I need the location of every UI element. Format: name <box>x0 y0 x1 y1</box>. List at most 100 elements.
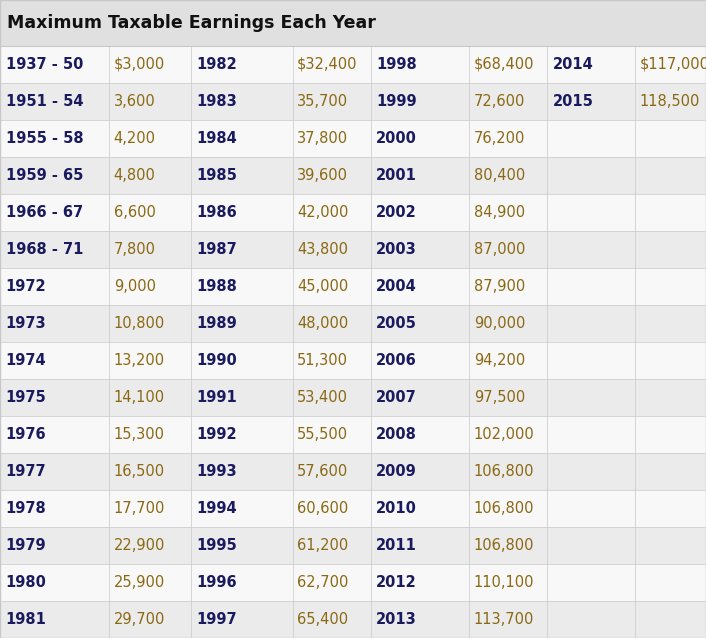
Text: 1988: 1988 <box>196 279 237 294</box>
Text: 1959 - 65: 1959 - 65 <box>6 168 83 183</box>
Text: 1997: 1997 <box>196 612 237 627</box>
Text: 1992: 1992 <box>196 427 237 442</box>
Text: 1999: 1999 <box>376 94 417 109</box>
Text: 51,300: 51,300 <box>297 353 348 368</box>
Text: 22,900: 22,900 <box>114 538 165 553</box>
Text: 10,800: 10,800 <box>114 316 165 331</box>
Text: 2012: 2012 <box>376 575 417 590</box>
Bar <box>0 194 706 231</box>
Text: 90,000: 90,000 <box>474 316 525 331</box>
Text: 2004: 2004 <box>376 279 417 294</box>
Text: 7,800: 7,800 <box>114 242 155 257</box>
Text: 37,800: 37,800 <box>297 131 348 146</box>
Text: 2013: 2013 <box>376 612 417 627</box>
Text: 87,000: 87,000 <box>474 242 525 257</box>
Text: 1975: 1975 <box>6 390 47 405</box>
Text: 1977: 1977 <box>6 464 47 479</box>
Text: 25,900: 25,900 <box>114 575 165 590</box>
Text: 2015: 2015 <box>553 94 594 109</box>
Bar <box>0 453 706 490</box>
Bar <box>0 379 706 416</box>
Bar <box>0 564 706 601</box>
Bar <box>0 601 706 638</box>
Text: 1937 - 50: 1937 - 50 <box>6 57 83 72</box>
Bar <box>0 83 706 120</box>
Text: 1989: 1989 <box>196 316 237 331</box>
Text: 1982: 1982 <box>196 57 237 72</box>
Text: 4,800: 4,800 <box>114 168 155 183</box>
Text: 1998: 1998 <box>376 57 417 72</box>
Text: 14,100: 14,100 <box>114 390 164 405</box>
Bar <box>0 490 706 527</box>
Text: 2009: 2009 <box>376 464 417 479</box>
Text: 76,200: 76,200 <box>474 131 525 146</box>
Bar <box>0 0 706 46</box>
Text: 55,500: 55,500 <box>297 427 348 442</box>
Text: 2000: 2000 <box>376 131 417 146</box>
Text: 1972: 1972 <box>6 279 47 294</box>
Text: 1995: 1995 <box>196 538 237 553</box>
Text: 94,200: 94,200 <box>474 353 525 368</box>
Bar <box>0 231 706 268</box>
Text: 1951 - 54: 1951 - 54 <box>6 94 83 109</box>
Text: 118,500: 118,500 <box>640 94 700 109</box>
Text: 1978: 1978 <box>6 501 47 516</box>
Text: 13,200: 13,200 <box>114 353 164 368</box>
Text: 1985: 1985 <box>196 168 237 183</box>
Text: 45,000: 45,000 <box>297 279 349 294</box>
Text: 2007: 2007 <box>376 390 417 405</box>
Text: 97,500: 97,500 <box>474 390 525 405</box>
Text: 110,100: 110,100 <box>474 575 534 590</box>
Text: 1987: 1987 <box>196 242 237 257</box>
Text: Maximum Taxable Earnings Each Year: Maximum Taxable Earnings Each Year <box>7 14 376 32</box>
Text: 15,300: 15,300 <box>114 427 164 442</box>
Text: 48,000: 48,000 <box>297 316 349 331</box>
Text: 2005: 2005 <box>376 316 417 331</box>
Text: 102,000: 102,000 <box>474 427 534 442</box>
Text: 2001: 2001 <box>376 168 417 183</box>
Text: 1990: 1990 <box>196 353 237 368</box>
Text: 2003: 2003 <box>376 242 417 257</box>
Text: 1984: 1984 <box>196 131 237 146</box>
Text: $3,000: $3,000 <box>114 57 165 72</box>
Text: 2006: 2006 <box>376 353 417 368</box>
Text: 113,700: 113,700 <box>474 612 534 627</box>
Text: 42,000: 42,000 <box>297 205 349 220</box>
Text: 1968 - 71: 1968 - 71 <box>6 242 83 257</box>
Text: 1979: 1979 <box>6 538 47 553</box>
Text: 57,600: 57,600 <box>297 464 349 479</box>
Text: 2011: 2011 <box>376 538 417 553</box>
Text: 1996: 1996 <box>196 575 237 590</box>
Text: 106,800: 106,800 <box>474 501 534 516</box>
Text: 1991: 1991 <box>196 390 237 405</box>
Bar <box>0 120 706 157</box>
Text: 1980: 1980 <box>6 575 47 590</box>
Bar <box>0 305 706 342</box>
Text: 1994: 1994 <box>196 501 237 516</box>
Text: 43,800: 43,800 <box>297 242 348 257</box>
Text: 62,700: 62,700 <box>297 575 349 590</box>
Bar <box>0 268 706 305</box>
Text: 61,200: 61,200 <box>297 538 349 553</box>
Text: $68,400: $68,400 <box>474 57 534 72</box>
Text: 29,700: 29,700 <box>114 612 165 627</box>
Text: 53,400: 53,400 <box>297 390 348 405</box>
Text: $117,000: $117,000 <box>640 57 706 72</box>
Text: 84,900: 84,900 <box>474 205 525 220</box>
Text: 2010: 2010 <box>376 501 417 516</box>
Text: 106,800: 106,800 <box>474 464 534 479</box>
Text: 39,600: 39,600 <box>297 168 348 183</box>
Text: 9,000: 9,000 <box>114 279 155 294</box>
Text: 1993: 1993 <box>196 464 237 479</box>
Text: 1973: 1973 <box>6 316 47 331</box>
Text: 72,600: 72,600 <box>474 94 525 109</box>
Text: 3,600: 3,600 <box>114 94 155 109</box>
Text: 35,700: 35,700 <box>297 94 348 109</box>
Text: 87,900: 87,900 <box>474 279 525 294</box>
Bar <box>0 342 706 379</box>
Text: 1976: 1976 <box>6 427 47 442</box>
Text: 1974: 1974 <box>6 353 47 368</box>
Bar <box>0 157 706 194</box>
Bar <box>0 416 706 453</box>
Text: 60,600: 60,600 <box>297 501 349 516</box>
